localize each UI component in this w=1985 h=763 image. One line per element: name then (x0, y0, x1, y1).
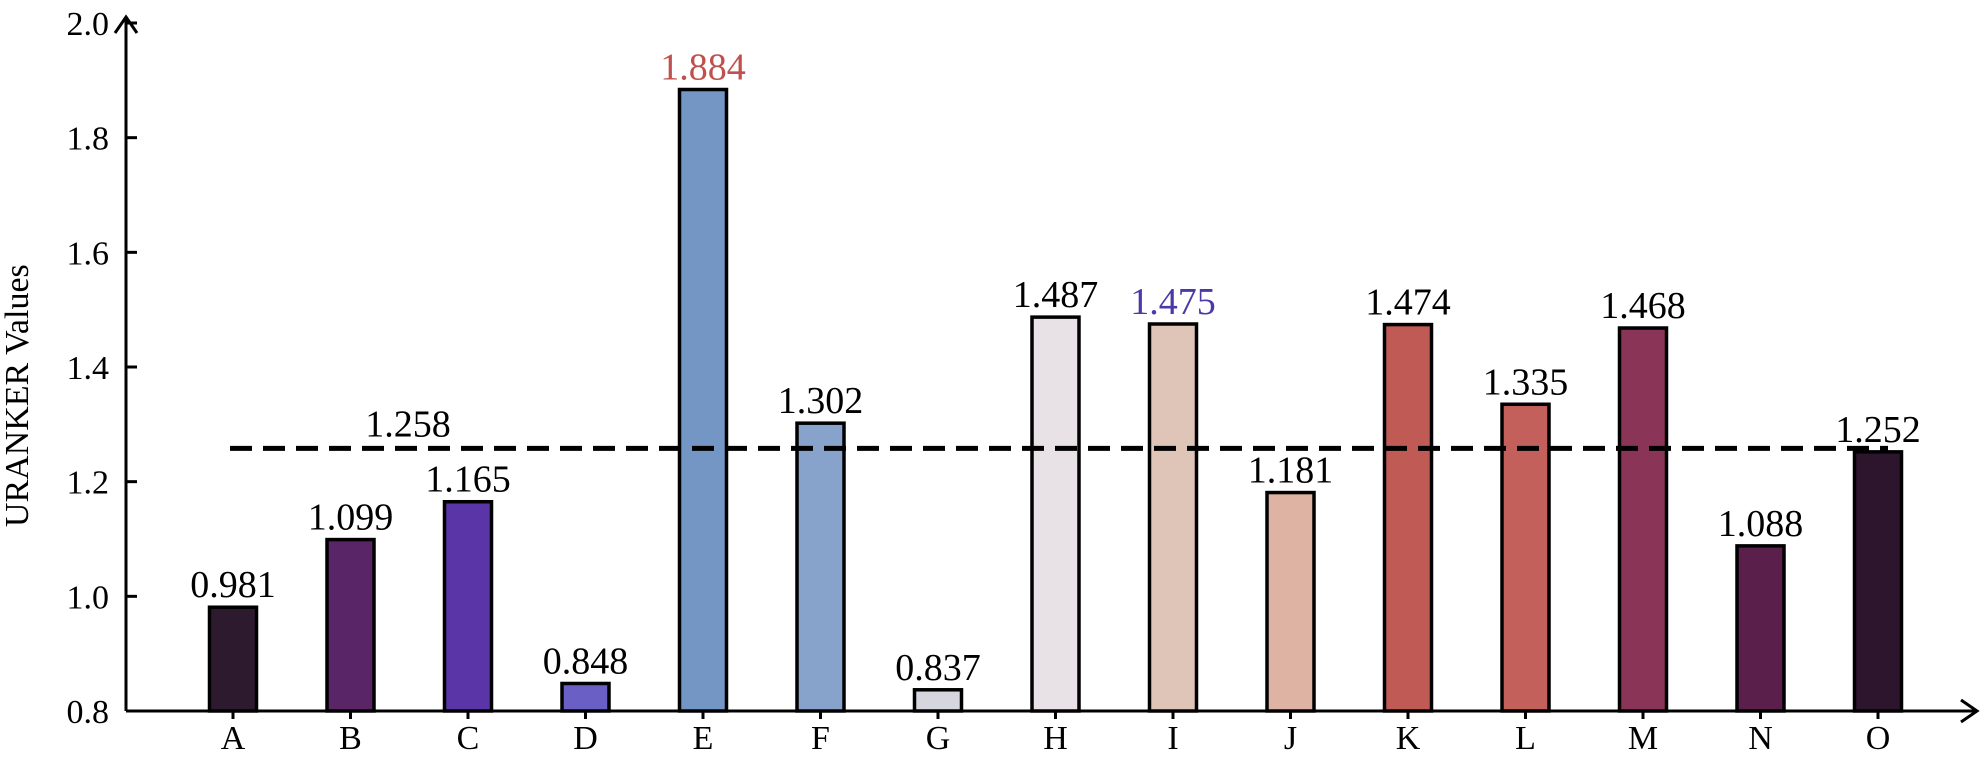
value-label-j: 1.181 (1248, 450, 1334, 492)
bar-c (442, 499, 494, 713)
category-label-b: B (339, 720, 362, 757)
y-tick-label-4: 1.6 (67, 235, 110, 272)
y-tick-label-3: 1.4 (67, 350, 110, 387)
y-tick-label-6: 2.0 (67, 6, 110, 43)
x-axis-arrow (1960, 698, 1980, 724)
y-tick-label-2: 1.2 (67, 465, 110, 502)
category-label-d: D (573, 720, 598, 757)
mean-line-label: 1.258 (365, 403, 451, 445)
bars-layer (207, 87, 1904, 713)
bar-b (325, 537, 376, 713)
value-label-n: 1.088 (1718, 503, 1804, 545)
value-label-l: 1.335 (1483, 361, 1569, 403)
bar-o (1852, 450, 1904, 713)
category-label-f: F (811, 720, 830, 757)
y-axis-title: URANKER Values (0, 264, 36, 527)
category-label-n: N (1748, 720, 1773, 757)
bar-n (1735, 544, 1786, 713)
bar-f (795, 421, 846, 713)
bar-m (1617, 326, 1669, 713)
category-label-e: E (693, 720, 714, 757)
bar-g (912, 688, 964, 713)
bar-e (677, 87, 729, 713)
category-label-k: K (1396, 720, 1421, 757)
y-tick-label-1: 1.0 (67, 579, 110, 616)
labels-layer: 0.981 A 1.099 B 1.165 C 0.848 D 1.884 E 1.302 F 0.83… (67, 6, 1921, 757)
value-label-b: 1.099 (308, 497, 394, 539)
value-label-c: 1.165 (425, 459, 511, 501)
category-label-a: A (221, 720, 246, 757)
axes-layer (113, 14, 1980, 724)
bar-h (1030, 315, 1081, 713)
value-label-i: 1.475 (1130, 281, 1216, 323)
category-label-m: M (1628, 720, 1658, 757)
y-tick-label-0: 0.8 (67, 694, 110, 731)
bar-i (1147, 322, 1199, 713)
y-tick-label-5: 1.8 (67, 121, 110, 158)
value-label-f: 1.302 (778, 380, 864, 422)
category-label-l: L (1515, 720, 1536, 757)
value-label-e: 1.884 (660, 47, 746, 89)
category-label-c: C (457, 720, 480, 757)
category-label-o: O (1866, 720, 1891, 757)
value-label-o: 1.252 (1835, 409, 1921, 451)
value-label-k: 1.474 (1365, 282, 1451, 324)
category-label-h: H (1043, 720, 1068, 757)
value-label-m: 1.468 (1600, 285, 1686, 327)
category-label-j: J (1284, 720, 1297, 757)
bar-a (207, 605, 259, 713)
bar-j (1265, 490, 1316, 713)
y-axis-arrow (113, 14, 139, 34)
value-label-g: 0.837 (895, 647, 981, 689)
category-label-i: I (1167, 720, 1178, 757)
category-label-g: G (926, 720, 951, 757)
value-label-h: 1.487 (1013, 274, 1099, 316)
bar-d (560, 681, 611, 713)
bar-k (1382, 322, 1434, 713)
value-label-a: 0.981 (190, 564, 276, 606)
value-label-d: 0.848 (543, 640, 629, 682)
